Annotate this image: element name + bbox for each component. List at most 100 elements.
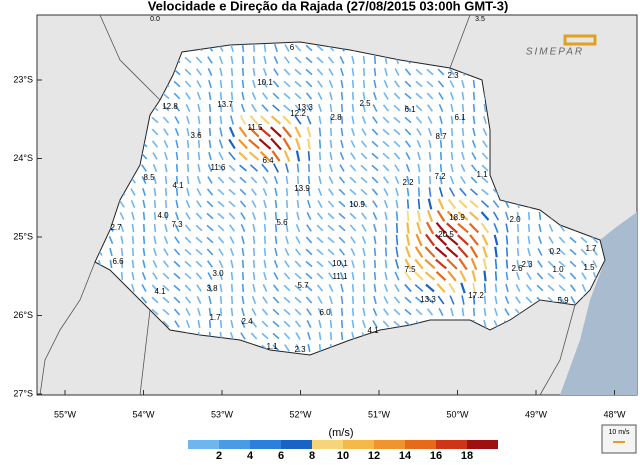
wind-barb — [197, 319, 201, 329]
wind-barb — [394, 271, 400, 281]
station-value: 10.1 — [257, 78, 273, 87]
wind-barb — [437, 80, 445, 88]
wind-barb — [372, 91, 378, 101]
wind-barb — [384, 67, 388, 77]
wind-barb — [306, 212, 312, 220]
wind-barb — [207, 56, 213, 64]
wind-barb — [173, 248, 181, 256]
wind-barb — [218, 164, 224, 172]
wind-barb — [424, 258, 436, 270]
station-value: 6.4 — [262, 156, 274, 165]
wind-barb — [270, 126, 282, 138]
wind-barb — [229, 331, 235, 341]
wind-barb — [285, 235, 289, 245]
wind-barb — [537, 235, 543, 245]
wind-barb — [206, 200, 214, 208]
colorbar-label: 6 — [278, 450, 284, 460]
wind-barb — [153, 175, 157, 185]
wind-barb — [449, 295, 455, 305]
station-value: 13.7 — [217, 100, 233, 109]
colorbar-label: 16 — [430, 450, 442, 460]
colorbar-segment — [281, 440, 312, 449]
wind-barb — [351, 91, 355, 101]
wind-barb — [425, 283, 435, 293]
wind-barb — [162, 284, 170, 292]
colorbar-label: 12 — [368, 450, 380, 460]
wind-barb — [436, 283, 446, 293]
wind-barb — [151, 296, 159, 304]
wind-barb — [185, 212, 191, 220]
wind-barb — [435, 270, 447, 282]
wind-barb — [294, 56, 302, 64]
wind-barb — [186, 115, 190, 125]
wind-barb — [196, 200, 202, 208]
lon-label: 49°W — [525, 409, 548, 419]
wind-barb — [404, 80, 412, 88]
wind-barb — [483, 270, 487, 282]
wind-barb — [414, 246, 424, 258]
station-value: 10.1 — [332, 259, 348, 268]
wind-barb — [428, 163, 432, 173]
wind-barb — [175, 139, 179, 149]
wind-barb — [284, 260, 290, 268]
wind-barb — [294, 68, 302, 76]
wind-barb — [217, 188, 225, 196]
wind-barb — [240, 212, 246, 220]
wind-barb — [470, 188, 478, 196]
wind-barb — [362, 67, 366, 77]
colorbar-segment — [312, 440, 343, 449]
wind-barb — [184, 68, 192, 76]
wind-barb — [327, 236, 335, 244]
wind-barb — [427, 127, 433, 137]
wind-barb — [197, 163, 201, 173]
wind-barb — [140, 152, 148, 160]
wind-barb — [329, 163, 333, 173]
wind-barb — [285, 187, 289, 197]
wind-barb — [184, 248, 192, 256]
wind-barb — [360, 212, 368, 220]
wind-barb — [305, 248, 313, 256]
wind-barb — [547, 284, 555, 292]
wind-barb — [219, 103, 223, 113]
wind-barb — [262, 188, 268, 196]
station-value: 6.6 — [112, 257, 124, 266]
wind-barb — [162, 272, 170, 280]
lon-label: 54°W — [132, 409, 155, 419]
wind-barb — [252, 283, 256, 293]
wind-barb — [141, 164, 147, 172]
wind-barb — [404, 140, 412, 148]
wind-barb — [438, 104, 444, 112]
wind-barb — [164, 211, 168, 221]
wind-barb — [493, 320, 499, 328]
wind-barb — [417, 187, 421, 197]
wind-barb — [141, 284, 147, 292]
colorbar-segment — [343, 440, 374, 449]
wind-barb — [252, 55, 256, 65]
wind-barb — [505, 247, 509, 257]
wind-barb — [207, 283, 213, 293]
wind-barb — [417, 175, 421, 185]
wind-barb — [173, 80, 181, 88]
wind-barb — [173, 284, 181, 292]
wind-barb — [307, 138, 311, 150]
lat-label: 27°S — [13, 388, 33, 398]
station-value: 6.0 — [319, 308, 331, 317]
wind-barb — [274, 187, 278, 197]
wind-barb — [317, 92, 323, 100]
wind-barb — [350, 236, 356, 244]
wind-barb — [394, 80, 400, 88]
wind-barb — [404, 271, 412, 281]
wind-barb — [162, 320, 170, 328]
wind-barb — [263, 211, 267, 221]
wind-barb — [285, 211, 289, 221]
wind-barb — [316, 212, 324, 220]
wind-barb — [525, 296, 533, 304]
wind-barb — [252, 67, 256, 77]
wind-barb — [263, 235, 267, 245]
wind-barb — [185, 319, 191, 329]
wind-barb — [305, 68, 313, 76]
wind-barb — [307, 187, 311, 197]
wind-barb — [251, 200, 257, 208]
wind-barb — [175, 199, 179, 209]
station-value: 18.9 — [449, 213, 465, 222]
